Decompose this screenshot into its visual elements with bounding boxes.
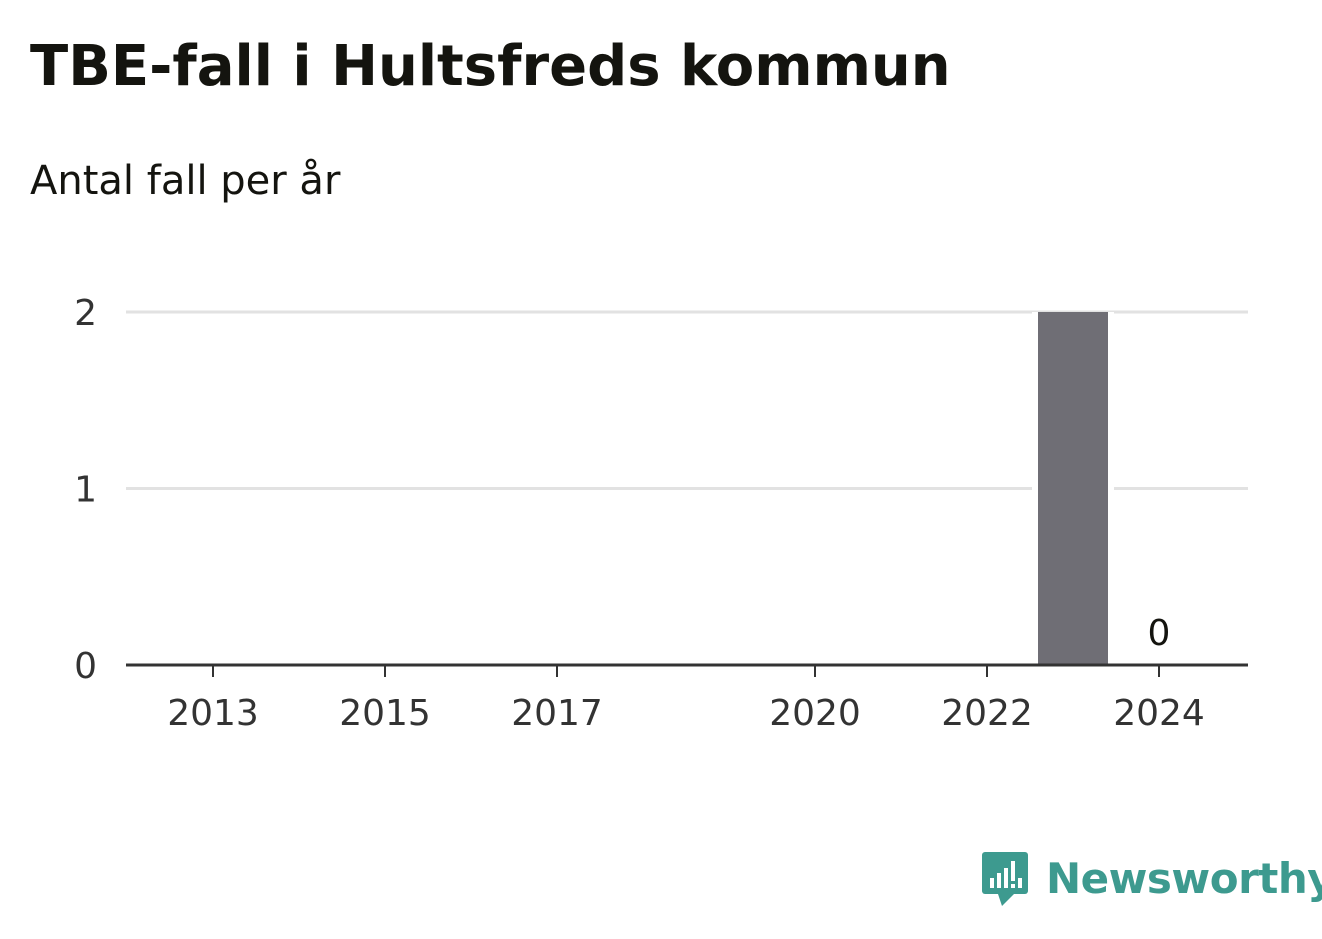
data-label: 0	[1148, 613, 1171, 654]
bar-2023	[1038, 312, 1108, 665]
y-tick-label: 1	[74, 470, 97, 511]
x-tick-label: 2024	[1113, 693, 1205, 734]
x-tick-label: 2015	[339, 693, 431, 734]
logo-text: Newsworthy	[1046, 853, 1322, 903]
axes	[126, 663, 1248, 677]
x-tick-label: 2017	[511, 693, 603, 734]
y-tick-label: 2	[74, 293, 97, 334]
x-tick-label: 2013	[167, 693, 259, 734]
chart-subtitle: Antal fall per år	[30, 158, 341, 204]
labels: 0 1 2 2013 2015 2017 2020 2022 2024 0	[74, 293, 1205, 734]
bars	[1032, 312, 1114, 665]
chart-title: TBE-fall i Hultsfreds kommun	[30, 34, 951, 99]
newsworthy-logo: Newsworthy	[980, 848, 1322, 908]
x-tick-label: 2020	[769, 693, 861, 734]
newsworthy-chart-bubble-icon	[982, 852, 1028, 906]
y-tick-label: 0	[74, 646, 97, 687]
x-tick-label: 2022	[941, 693, 1033, 734]
